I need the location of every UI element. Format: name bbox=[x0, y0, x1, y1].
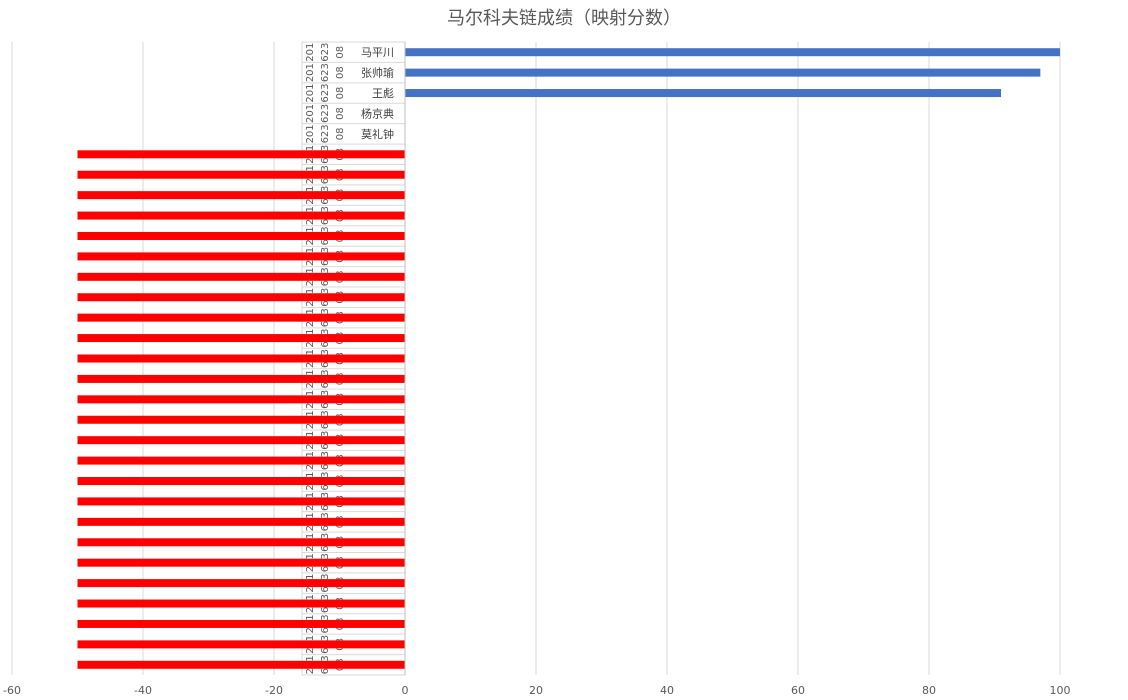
category-id-label: 201 bbox=[305, 84, 316, 103]
category-id-label: 623 bbox=[320, 84, 331, 103]
bar bbox=[77, 497, 405, 506]
bar bbox=[77, 374, 405, 383]
category-name-label: 莫礼钟 bbox=[361, 127, 394, 141]
bar bbox=[77, 170, 405, 179]
category-id-label: 08 bbox=[335, 87, 346, 100]
bar bbox=[77, 150, 405, 159]
category-id-label: 08 bbox=[335, 46, 346, 59]
bar bbox=[77, 191, 405, 200]
category-id-label: 08 bbox=[335, 66, 346, 79]
bar bbox=[77, 619, 405, 628]
bar bbox=[77, 477, 405, 486]
category-name-label: 张帅瑜 bbox=[361, 66, 394, 80]
category-id-label: 08 bbox=[335, 128, 346, 141]
bar bbox=[77, 436, 405, 445]
bar bbox=[77, 313, 405, 322]
category-name-label: 王彪 bbox=[372, 87, 394, 100]
x-tick-label: 20 bbox=[529, 684, 543, 697]
category-id-label: 201 bbox=[305, 43, 316, 62]
bar bbox=[77, 558, 405, 567]
bar bbox=[77, 395, 405, 404]
category-id-label: 623 bbox=[320, 63, 331, 82]
bar bbox=[77, 456, 405, 465]
bar bbox=[77, 211, 405, 220]
bar bbox=[77, 272, 405, 281]
category-id-label: 201 bbox=[305, 104, 316, 123]
x-tick-label: 100 bbox=[1050, 684, 1071, 697]
category-id-label: 623 bbox=[320, 104, 331, 123]
x-tick-label: -60 bbox=[3, 684, 21, 697]
bar bbox=[77, 579, 405, 588]
x-tick-label: -20 bbox=[265, 684, 283, 697]
bar bbox=[77, 415, 405, 424]
bar bbox=[77, 640, 405, 649]
category-id-label: 08 bbox=[335, 107, 346, 120]
category-name-label: 杨京典 bbox=[361, 106, 394, 120]
bar bbox=[77, 354, 405, 363]
bar bbox=[77, 599, 405, 608]
x-tick-label: 40 bbox=[660, 684, 674, 697]
category-id-label: 201 bbox=[305, 124, 316, 143]
x-tick-label: 60 bbox=[791, 684, 805, 697]
bar bbox=[77, 293, 405, 302]
bar bbox=[77, 252, 405, 261]
x-tick-label: 0 bbox=[402, 684, 409, 697]
chart-title: 马尔科夫链成绩（映射分数） bbox=[447, 8, 681, 29]
x-tick-label: 80 bbox=[922, 684, 936, 697]
bar bbox=[77, 660, 405, 669]
x-tick-label: -40 bbox=[134, 684, 152, 697]
category-id-label: 623 bbox=[320, 43, 331, 62]
bar bbox=[77, 231, 405, 240]
bar bbox=[405, 48, 1060, 57]
bar bbox=[77, 517, 405, 526]
category-id-label: 201 bbox=[305, 63, 316, 82]
bar bbox=[77, 334, 405, 343]
bar bbox=[405, 89, 1002, 98]
category-id-label: 623 bbox=[320, 124, 331, 143]
category-name-label: 马平川 bbox=[361, 46, 394, 59]
bar bbox=[77, 538, 405, 547]
bar bbox=[405, 68, 1041, 77]
